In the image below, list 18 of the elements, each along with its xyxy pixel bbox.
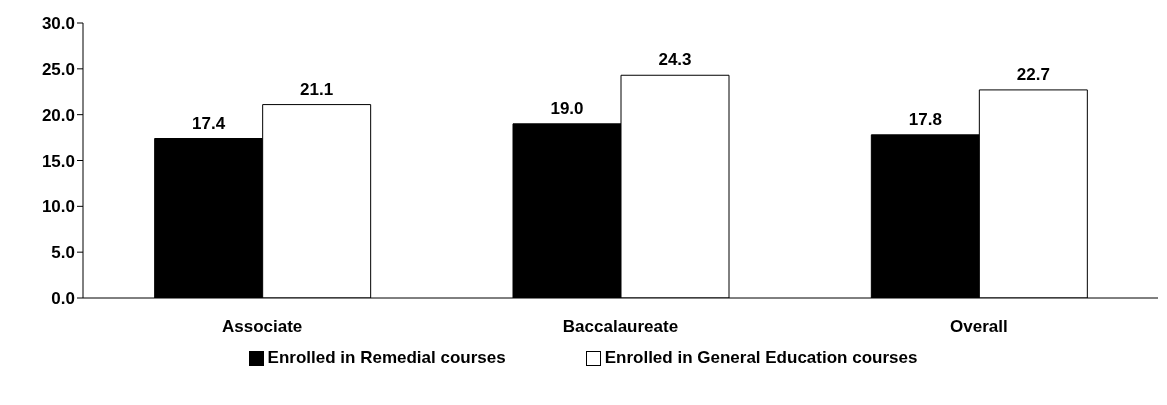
legend-label: Enrolled in Remedial courses	[267, 348, 506, 368]
y-tick-label: 5.0	[51, 243, 75, 263]
data-label: 19.0	[550, 98, 584, 118]
x-tick-label: Baccalaureate	[562, 317, 679, 337]
y-tick-label: 10.0	[41, 197, 75, 217]
data-label: 24.3	[658, 50, 692, 70]
y-tick-label: 20.0	[41, 105, 75, 125]
data-label: 22.7	[1016, 64, 1050, 84]
y-tick-label: 15.0	[41, 151, 75, 171]
y-tick-label: 25.0	[41, 59, 75, 79]
y-tick-label: 0.0	[51, 289, 75, 309]
data-label: 17.8	[908, 109, 942, 129]
y-tick-label: 30.0	[41, 14, 75, 34]
legend-label: Enrolled in General Education courses	[604, 348, 918, 368]
x-tick-label: Overall	[950, 317, 1008, 337]
data-label: 17.4	[192, 113, 226, 133]
x-tick-label: Associate	[222, 317, 303, 337]
data-label: 21.1	[300, 79, 334, 99]
